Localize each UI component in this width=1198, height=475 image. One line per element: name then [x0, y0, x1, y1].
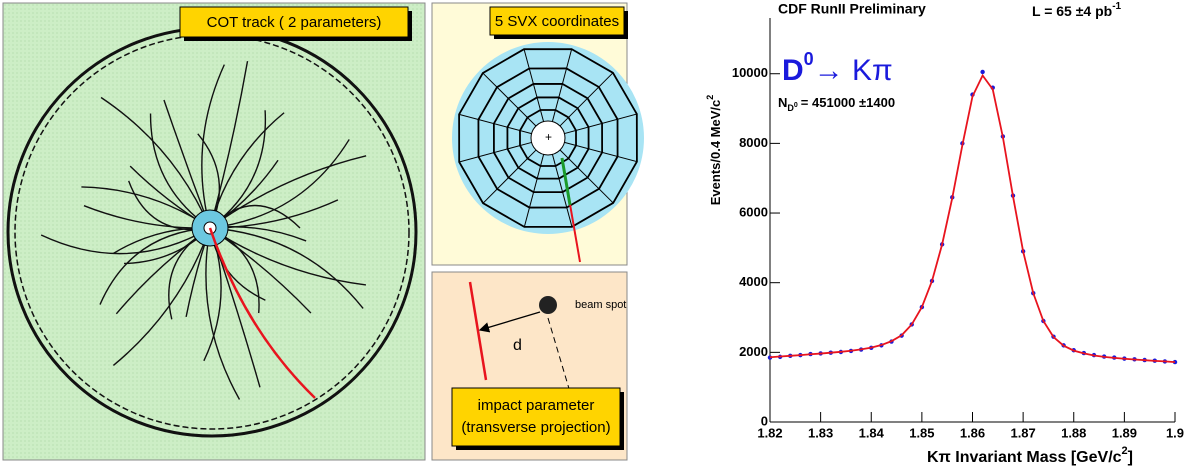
- annotation: d: [513, 337, 522, 354]
- x-tick-label: 1.87: [1010, 425, 1035, 440]
- fit-line: [770, 75, 1175, 362]
- panel-label: COT track ( 2 parameters): [207, 14, 382, 31]
- y-tick-label: 2000: [739, 344, 768, 359]
- figure: COT track ( 2 parameters) + 5 SVX coordi…: [0, 0, 1198, 475]
- panel-sublabel: (transverse projection): [461, 419, 610, 436]
- cot-panel: COT track ( 2 parameters): [3, 3, 425, 460]
- x-tick-label: 1.88: [1061, 425, 1086, 440]
- impact-panel: beam spot d impact parameter (transverse…: [432, 272, 627, 460]
- chart-title: CDF RunII Preliminary: [778, 1, 926, 17]
- origin-mark: +: [545, 130, 552, 144]
- panel-label: 5 SVX coordinates: [495, 13, 619, 30]
- luminosity: L = 65 ±4 pb-1: [1032, 1, 1122, 19]
- x-tick-label: 1.86: [960, 425, 985, 440]
- x-axis-label: Kπ Invariant Mass [GeV/c2]: [927, 445, 1133, 466]
- y-axis-label: Events/0.4 MeV/c2: [705, 95, 723, 206]
- x-tick-label: 1.89: [1112, 425, 1137, 440]
- x-tick-label: 1.85: [909, 425, 934, 440]
- svx-panel: + 5 SVX coordinates: [432, 3, 644, 265]
- data-point: [980, 70, 984, 74]
- yield-label: ND0= 451000 ±1400: [778, 95, 895, 113]
- x-tick-label: 1.83: [808, 425, 833, 440]
- decay-label: D0→ Kπ: [782, 49, 893, 87]
- x-tick-label: 1.9: [1166, 425, 1184, 440]
- y-tick-label: 6000: [739, 204, 768, 219]
- x-tick-label: 1.82: [757, 425, 782, 440]
- panel-label: impact parameter: [478, 397, 595, 414]
- annotation: beam spot: [575, 299, 626, 311]
- y-tick-label: 4000: [739, 274, 768, 289]
- y-tick-label: 8000: [739, 135, 768, 150]
- y-tick-label: 10000: [732, 65, 768, 80]
- beam-spot: [539, 296, 557, 314]
- mass-plot: CDF RunII Preliminary L = 65 ±4 pb-1 D0→…: [705, 1, 1184, 467]
- x-tick-label: 1.84: [859, 425, 885, 440]
